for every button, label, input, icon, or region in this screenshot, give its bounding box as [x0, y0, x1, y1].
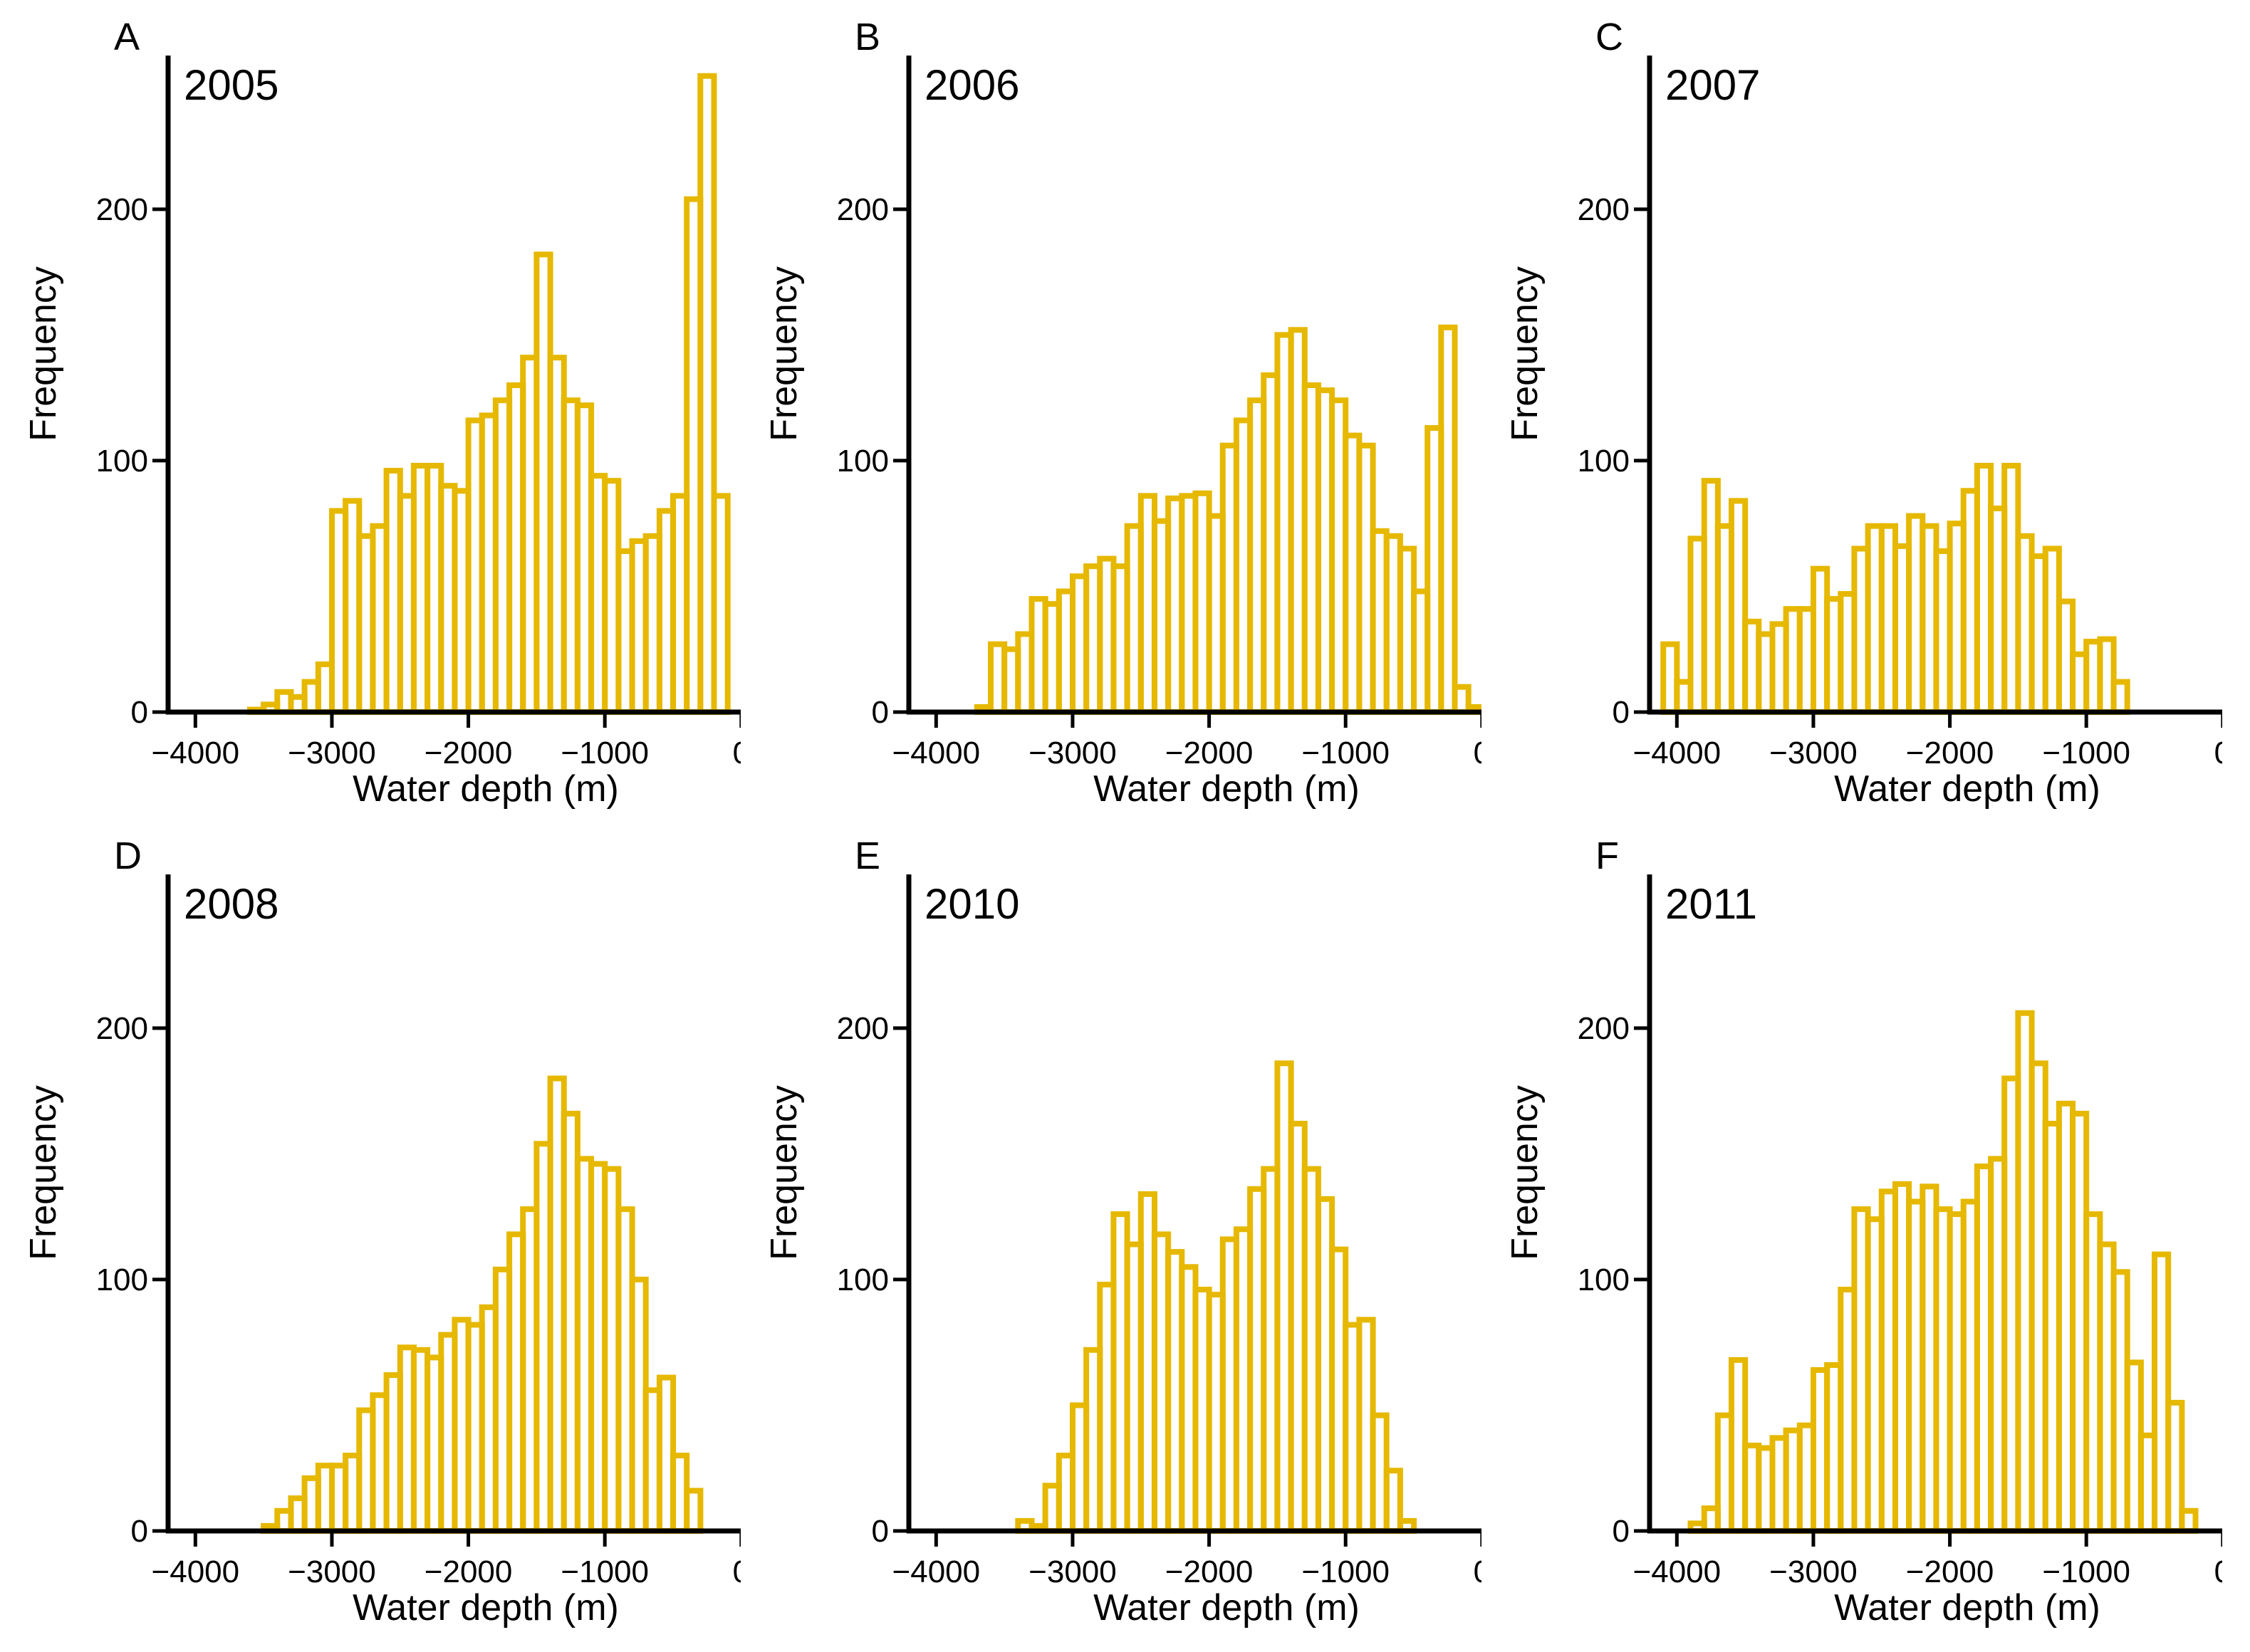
y-axis-label: Frequency	[764, 1085, 805, 1260]
y-tick-label: 0	[131, 695, 148, 730]
chart-svg: −4000 −3000 −2000 −1000 0 0 100 200 A 2005 Water d…	[23, 16, 741, 810]
x-axis-label: Water depth (m)	[1834, 768, 2100, 810]
y-axis-label: Frequency	[764, 266, 805, 441]
histogram-bar	[684, 1488, 704, 1534]
x-tick-label: −4000	[152, 1554, 240, 1589]
x-axis-label: Water depth (m)	[353, 768, 619, 810]
x-tick-label: −2000	[1906, 1554, 1994, 1589]
panel-title: 2008	[184, 880, 278, 928]
panel-a: −4000 −3000 −2000 −1000 0 0 100 200 A 2005 Water d…	[0, 0, 741, 819]
x-tick-label: −3000	[288, 736, 376, 770]
panel-d: −4000 −3000 −2000 −1000 0 0 100 200 D 2008 Water d…	[0, 819, 741, 1638]
y-tick-label: 200	[96, 1011, 148, 1046]
x-tick-label: −1000	[2042, 1554, 2130, 1589]
panel-title: 2006	[925, 61, 1019, 109]
x-tick-label: −4000	[1633, 736, 1722, 770]
bars	[974, 324, 1481, 716]
y-tick-label: 100	[1578, 444, 1630, 479]
panel-b: −4000 −3000 −2000 −1000 0 0 100 200 B 2006 Water d…	[741, 0, 1481, 819]
panel-c: −4000 −3000 −2000 −1000 0 0 100 200 C 2007 Water d…	[1481, 0, 2222, 819]
x-tick-label: −1000	[2042, 736, 2130, 770]
panel-f: −4000 −3000 −2000 −1000 0 0 100 200 F 2011 Water d…	[1481, 819, 2222, 1638]
panel-letter: B	[855, 16, 880, 58]
panel-title: 2010	[925, 880, 1019, 928]
y-tick-label: 100	[96, 1262, 148, 1297]
histogram-bar	[711, 493, 731, 716]
y-axis-label: Frequency	[23, 266, 64, 441]
y-tick-label: 100	[96, 444, 148, 479]
x-tick-label: −1000	[561, 736, 649, 770]
x-tick-label: 0	[2214, 1554, 2222, 1589]
x-axis-label: Water depth (m)	[1093, 768, 1360, 810]
x-axis-label: Water depth (m)	[353, 1587, 619, 1629]
bars	[247, 73, 731, 716]
y-tick-label: 0	[131, 1514, 148, 1549]
x-tick-label: −3000	[1028, 1554, 1117, 1589]
y-tick-label: 0	[872, 1514, 889, 1549]
y-axis-label: Frequency	[1504, 1085, 1546, 1260]
y-tick-label: 200	[837, 192, 889, 227]
x-tick-label: −4000	[152, 736, 240, 770]
bars	[1660, 463, 2130, 716]
panel-title: 2005	[184, 61, 278, 109]
x-tick-label: −1000	[561, 1554, 649, 1589]
y-tick-label: 0	[872, 695, 889, 730]
chart-svg: −4000 −3000 −2000 −1000 0 0 100 200 F 2011 Water d…	[1504, 835, 2222, 1629]
chart-svg: −4000 −3000 −2000 −1000 0 0 100 200 B 2006 Water d…	[764, 16, 1481, 810]
panel-e: −4000 −3000 −2000 −1000 0 0 100 200 E 2010 Water d…	[741, 819, 1481, 1638]
x-tick-label: −2000	[1165, 736, 1254, 770]
y-tick-label: 0	[1613, 1514, 1630, 1549]
x-tick-label: 0	[1474, 1554, 1481, 1589]
chart-svg: −4000 −3000 −2000 −1000 0 0 100 200 D 2008 Water d…	[23, 835, 741, 1629]
y-tick-label: 200	[1578, 1011, 1630, 1046]
histogram-bar	[2110, 679, 2130, 715]
x-tick-label: 0	[733, 1554, 741, 1589]
bars	[1015, 1060, 1417, 1535]
panel-title: 2011	[1665, 880, 1757, 928]
x-tick-label: −3000	[1769, 1554, 1858, 1589]
y-tick-label: 100	[837, 444, 889, 479]
y-tick-label: 200	[96, 192, 148, 227]
bars	[1687, 1010, 2199, 1535]
x-tick-label: 0	[2214, 736, 2222, 770]
panel-letter: A	[114, 16, 140, 58]
x-tick-label: −4000	[892, 1554, 981, 1589]
panel-letter: D	[114, 835, 142, 877]
y-tick-label: 200	[837, 1011, 889, 1046]
chart-svg: −4000 −3000 −2000 −1000 0 0 100 200 C 2007 Water d…	[1504, 16, 2222, 810]
x-axis-label: Water depth (m)	[1834, 1587, 2100, 1629]
x-tick-label: −2000	[425, 736, 513, 770]
histogram-bar	[2179, 1507, 2199, 1534]
panel-letter: C	[1595, 16, 1623, 58]
x-tick-label: −4000	[892, 736, 981, 770]
y-axis-label: Frequency	[1504, 266, 1546, 441]
x-tick-label: −3000	[1028, 736, 1117, 770]
x-tick-label: −2000	[425, 1554, 513, 1589]
y-tick-label: 100	[1578, 1262, 1630, 1297]
x-tick-label: −4000	[1633, 1554, 1722, 1589]
x-tick-label: −1000	[1301, 1554, 1390, 1589]
y-tick-label: 100	[837, 1262, 889, 1297]
y-tick-label: 200	[1578, 192, 1630, 227]
chart-svg: −4000 −3000 −2000 −1000 0 0 100 200 E 2010 Water d…	[764, 835, 1481, 1629]
y-tick-label: 0	[1613, 695, 1630, 730]
x-tick-label: −2000	[1165, 1554, 1254, 1589]
x-tick-label: −3000	[288, 1554, 376, 1589]
x-axis-label: Water depth (m)	[1093, 1587, 1360, 1629]
histogram-bar	[1438, 324, 1458, 715]
x-tick-label: 0	[733, 736, 741, 770]
panel-letter: F	[1595, 835, 1619, 877]
x-tick-label: −3000	[1769, 736, 1858, 770]
x-tick-label: −1000	[1301, 736, 1390, 770]
x-tick-label: 0	[1474, 736, 1481, 770]
panel-title: 2007	[1665, 61, 1760, 109]
x-tick-label: −2000	[1906, 736, 1994, 770]
bars	[261, 1075, 704, 1535]
panel-letter: E	[855, 835, 880, 877]
y-axis-label: Frequency	[23, 1085, 64, 1260]
